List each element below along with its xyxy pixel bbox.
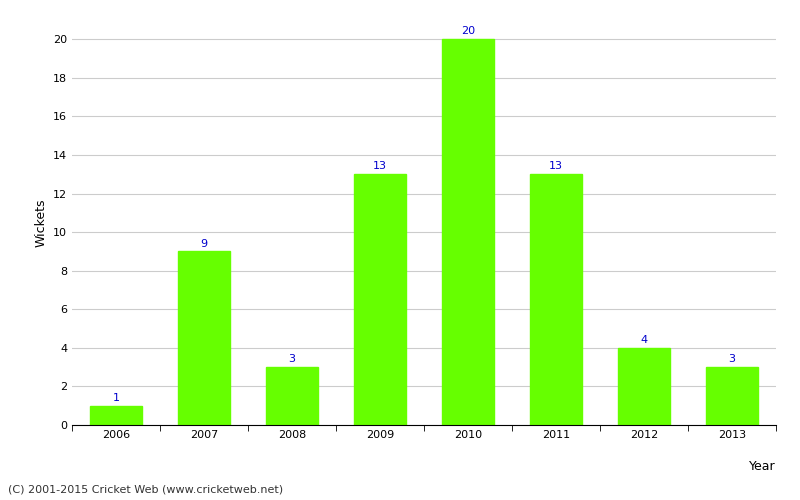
Bar	[266, 367, 318, 425]
Text: 9: 9	[201, 238, 207, 248]
Bar	[178, 252, 230, 425]
Y-axis label: Wickets: Wickets	[34, 198, 47, 246]
Text: 3: 3	[729, 354, 735, 364]
Text: 1: 1	[113, 393, 119, 403]
Text: Year: Year	[750, 460, 776, 473]
Bar	[90, 406, 142, 425]
Text: 13: 13	[373, 162, 387, 172]
Bar	[706, 367, 758, 425]
Text: (C) 2001-2015 Cricket Web (www.cricketweb.net): (C) 2001-2015 Cricket Web (www.cricketwe…	[8, 485, 283, 495]
Bar	[618, 348, 670, 425]
Text: 20: 20	[461, 26, 475, 36]
Text: 13: 13	[549, 162, 563, 172]
Text: 3: 3	[289, 354, 295, 364]
Bar	[442, 40, 494, 425]
Bar	[530, 174, 582, 425]
Text: 4: 4	[641, 335, 647, 345]
Bar	[354, 174, 406, 425]
